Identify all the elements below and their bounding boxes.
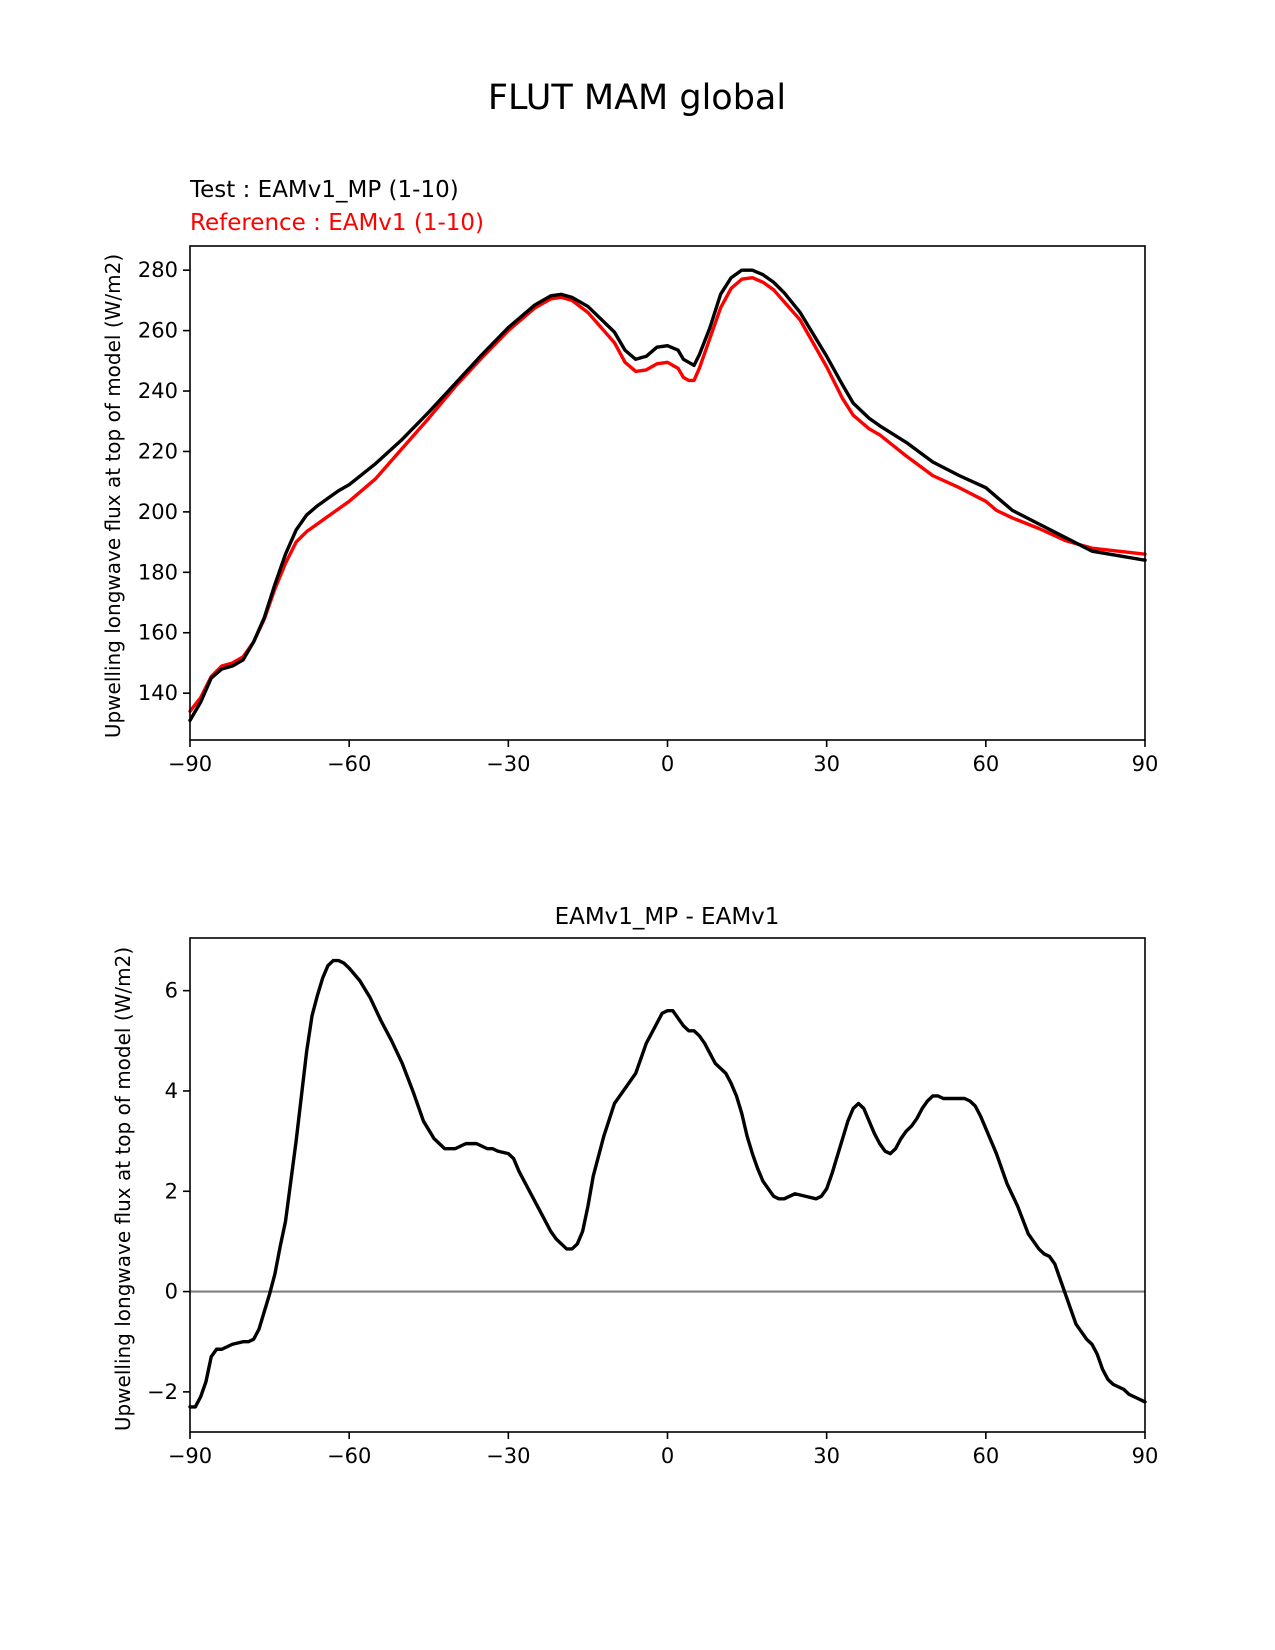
lower-x-tick-label: 60: [972, 1444, 999, 1468]
upper-y-axis-label: Upwelling longwave flux at top of model …: [101, 254, 125, 738]
upper-series: [188, 268, 1147, 723]
figure-suptitle: FLUT MAM global: [488, 78, 786, 118]
lower-series-line-eamv1-mp-eamv1: [188, 958, 1147, 1409]
lower-x-tick-label: −30: [486, 1444, 530, 1468]
upper-y-tick-label: 140: [138, 681, 178, 705]
lower-y-tick-label: 0: [165, 1280, 178, 1304]
upper-y-tick-label: 260: [138, 319, 178, 343]
upper-x-tick-label: 60: [972, 752, 999, 776]
lower-x-tick-label: 90: [1132, 1444, 1159, 1468]
lower-y-tick-label: 6: [165, 979, 178, 1003]
upper-y-tick-label: 200: [138, 500, 178, 524]
upper-y-tick-label: 180: [138, 560, 178, 584]
upper-y-tick-label: 160: [138, 621, 178, 645]
upper-y-tick-label: 280: [138, 258, 178, 282]
upper-x-tick-label: 0: [661, 752, 674, 776]
lower-plot-frame: [189, 937, 1146, 1433]
upper-x-tick-label: −60: [327, 752, 371, 776]
lower-y-tick-label: 4: [165, 1079, 178, 1103]
lower-x-tick-label: 30: [813, 1444, 840, 1468]
upper-series-line-test-eamv1-mp-1-10: [188, 268, 1147, 723]
lower-axis-ticks: −90 −60 −30 0 30 60 90 −2 0 2 4 6: [147, 979, 1158, 1468]
upper-x-tick-label: 30: [813, 752, 840, 776]
lower-y-tick-label: 2: [165, 1179, 178, 1203]
lower-y-axis-label: Upwelling longwave flux at top of model …: [111, 947, 135, 1431]
upper-y-tick-label: 220: [138, 439, 178, 463]
legend-reference-label: Reference : EAMv1 (1-10): [190, 210, 484, 236]
upper-series-line-reference-eamv1-1-10: [188, 276, 1147, 713]
upper-plot-frame: [189, 245, 1146, 741]
upper-y-tick-label: 240: [138, 379, 178, 403]
legend-test-label: Test : EAMv1_MP (1-10): [189, 177, 459, 203]
lower-x-tick-label: −60: [327, 1444, 371, 1468]
upper-axis-ticks: −90 −60 −30 0 30 60 90 140 160 180 200 220 240 260 280: [138, 258, 1158, 776]
lower-x-tick-label: 0: [661, 1444, 674, 1468]
upper-plot: Test : EAMv1_MP (1-10) Reference : EAMv1…: [101, 177, 1158, 776]
lower-y-tick-label: −2: [147, 1380, 178, 1404]
lower-series: [188, 958, 1147, 1409]
lower-plot: EAMv1_MP - EAMv1 Upwelling longwave flux…: [111, 904, 1158, 1468]
upper-x-tick-label: −90: [168, 752, 212, 776]
lower-plot-title: EAMv1_MP - EAMv1: [555, 904, 780, 930]
upper-x-tick-label: −30: [486, 752, 530, 776]
upper-x-tick-label: 90: [1132, 752, 1159, 776]
lower-x-tick-label: −90: [168, 1444, 212, 1468]
